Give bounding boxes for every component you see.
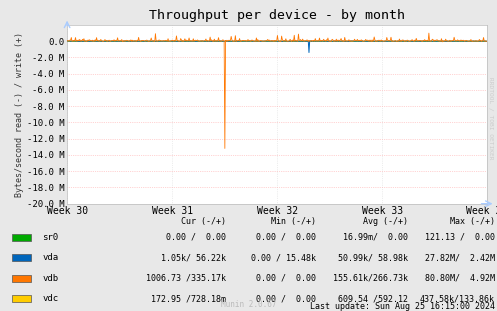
Text: 0.00 /  0.00: 0.00 / 0.00 (156, 233, 226, 242)
Text: 609.54 /592.12: 609.54 /592.12 (337, 294, 408, 303)
Text: 0.00 /  0.00: 0.00 / 0.00 (246, 233, 316, 242)
Text: Avg (-/+): Avg (-/+) (362, 216, 408, 225)
Text: 121.13 /  0.00: 121.13 / 0.00 (424, 233, 495, 242)
Y-axis label: Bytes/second read (-) / write (+): Bytes/second read (-) / write (+) (15, 32, 24, 197)
Text: 16.99m/  0.00: 16.99m/ 0.00 (342, 233, 408, 242)
Bar (12, 234, 31, 241)
Bar (12, 295, 31, 302)
Text: 27.82M/  2.42M: 27.82M/ 2.42M (419, 253, 495, 262)
Text: vdb: vdb (42, 274, 58, 283)
Text: 1006.73 /335.17k: 1006.73 /335.17k (146, 274, 226, 283)
Text: 155.61k/266.73k: 155.61k/266.73k (332, 274, 408, 283)
Text: sr0: sr0 (42, 233, 58, 242)
Text: 0.00 /  0.00: 0.00 / 0.00 (246, 274, 316, 283)
Text: 80.80M/  4.92M: 80.80M/ 4.92M (419, 274, 495, 283)
Text: Max (-/+): Max (-/+) (449, 216, 495, 225)
Text: 0.00 /  0.00: 0.00 / 0.00 (246, 294, 316, 303)
Text: 172.95 /728.18m: 172.95 /728.18m (146, 294, 226, 303)
Text: 0.00 / 15.48k: 0.00 / 15.48k (241, 253, 316, 262)
Text: 50.99k/ 58.98k: 50.99k/ 58.98k (332, 253, 408, 262)
Text: Min (-/+): Min (-/+) (270, 216, 316, 225)
Text: Last update: Sun Aug 25 16:15:00 2024: Last update: Sun Aug 25 16:15:00 2024 (310, 302, 495, 311)
Text: Munin 2.0.67: Munin 2.0.67 (221, 300, 276, 309)
Bar (12, 254, 31, 261)
Text: vda: vda (42, 253, 58, 262)
Text: 437.58k/133.86k: 437.58k/133.86k (419, 294, 495, 303)
Title: Throughput per device - by month: Throughput per device - by month (149, 9, 405, 22)
Text: 1.05k/ 56.22k: 1.05k/ 56.22k (151, 253, 226, 262)
Bar (12, 275, 31, 282)
Text: Cur (-/+): Cur (-/+) (181, 216, 226, 225)
Text: RRDTOOL / TOBI OETIKER: RRDTOOL / TOBI OETIKER (489, 77, 494, 160)
Text: vdc: vdc (42, 294, 58, 303)
